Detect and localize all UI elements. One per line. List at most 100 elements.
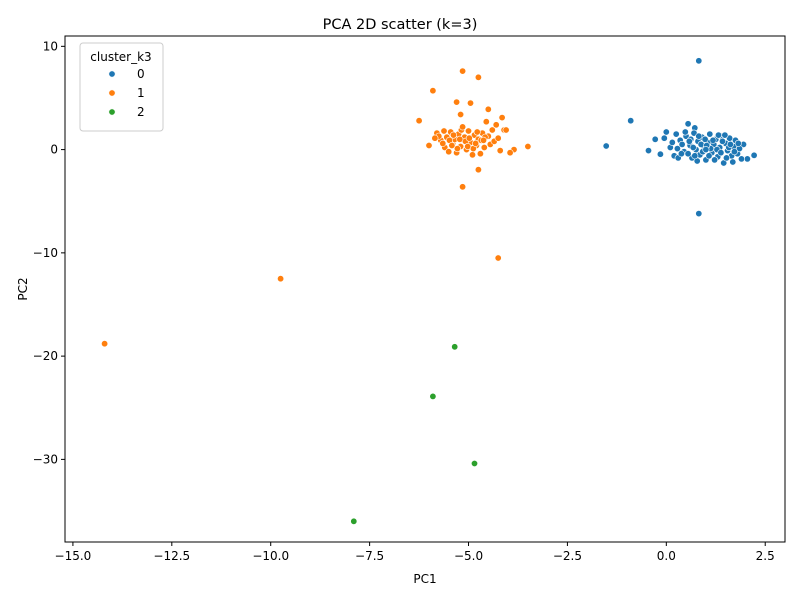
data-point-cluster-1 xyxy=(101,340,109,348)
data-point-cluster-1 xyxy=(459,183,467,191)
data-point-cluster-0 xyxy=(750,151,758,159)
plot-frame xyxy=(64,35,786,543)
x-tick-label: 0.0 xyxy=(657,549,676,563)
data-point-cluster-0 xyxy=(695,210,703,218)
data-point-cluster-1 xyxy=(456,135,464,143)
data-point-cluster-0 xyxy=(726,140,734,148)
data-point-cluster-1 xyxy=(449,131,457,139)
data-point-cluster-1 xyxy=(464,127,472,135)
legend-title: cluster_k3 xyxy=(90,50,151,64)
data-point-cluster-0 xyxy=(656,150,664,158)
data-point-cluster-0 xyxy=(718,137,726,145)
data-point-cluster-0 xyxy=(672,130,680,138)
y-tick-label: −10 xyxy=(33,246,58,260)
legend-marker-0 xyxy=(108,70,116,78)
data-point-cluster-0 xyxy=(602,142,610,150)
data-point-cluster-1 xyxy=(429,87,437,95)
data-point-cluster-0 xyxy=(717,149,725,157)
y-tick-label: 0 xyxy=(50,143,58,157)
data-point-cluster-0 xyxy=(627,117,635,125)
x-axis: −15.0 −12.5 −10.0 −7.5 −5.0 −2.5 0.0 2.5 xyxy=(55,542,775,563)
y-tick-label: −20 xyxy=(33,349,58,363)
data-point-cluster-0 xyxy=(705,152,713,160)
data-point-cluster-0 xyxy=(743,155,751,163)
data-point-cluster-0 xyxy=(709,136,717,144)
x-tick-label: −2.5 xyxy=(553,549,582,563)
data-point-cluster-1 xyxy=(468,151,476,159)
data-point-cluster-0 xyxy=(721,131,729,139)
data-point-cluster-0 xyxy=(684,120,692,128)
y-axis: −30 −20 −10 0 10 xyxy=(33,39,65,466)
data-point-cluster-1 xyxy=(466,99,474,107)
data-point-cluster-1 xyxy=(494,254,502,262)
data-point-cluster-1 xyxy=(472,139,480,147)
data-point-cluster-0 xyxy=(695,132,703,140)
x-axis-label: PC1 xyxy=(413,572,436,586)
data-point-cluster-0 xyxy=(691,152,699,160)
data-point-cluster-1 xyxy=(488,126,496,134)
data-point-cluster-1 xyxy=(492,121,500,129)
data-point-cluster-0 xyxy=(730,148,738,156)
x-tick-label: −12.5 xyxy=(153,549,190,563)
legend-entries: 0 1 2 xyxy=(108,67,145,119)
data-point-cluster-2 xyxy=(470,459,478,467)
data-point-cluster-0 xyxy=(651,135,659,143)
data-point-cluster-1 xyxy=(479,136,487,144)
data-point-cluster-2 xyxy=(451,343,459,351)
data-point-cluster-1 xyxy=(459,123,467,131)
data-point-cluster-1 xyxy=(502,126,510,134)
data-point-cluster-1 xyxy=(277,275,285,283)
data-point-cluster-0 xyxy=(678,140,686,148)
legend-label-0: 0 xyxy=(137,67,145,81)
legend-box xyxy=(79,42,164,132)
x-tick-label: −5.0 xyxy=(454,549,483,563)
legend-marker-1 xyxy=(108,89,116,97)
data-point-cluster-0 xyxy=(701,135,709,143)
data-point-cluster-0 xyxy=(714,131,722,139)
legend-label-1: 1 xyxy=(137,86,145,100)
data-point-cluster-0 xyxy=(685,137,693,145)
data-point-cluster-0 xyxy=(706,130,714,138)
data-point-cluster-0 xyxy=(695,57,703,65)
data-point-cluster-0 xyxy=(722,154,730,162)
data-point-cluster-1 xyxy=(440,127,448,135)
data-point-cluster-1 xyxy=(415,117,423,125)
data-point-cluster-1 xyxy=(496,147,504,155)
data-point-cluster-1 xyxy=(476,150,484,158)
data-point-cluster-1 xyxy=(431,134,439,142)
data-point-cluster-1 xyxy=(524,143,532,151)
data-point-cluster-1 xyxy=(506,149,514,157)
data-point-cluster-0 xyxy=(711,156,719,164)
data-point-cluster-1 xyxy=(425,142,433,150)
data-point-cluster-1 xyxy=(459,67,467,75)
data-point-cluster-1 xyxy=(484,105,492,113)
data-point-cluster-0 xyxy=(702,146,710,154)
data-point-cluster-0 xyxy=(660,134,668,142)
chart-title: PCA 2D scatter (k=3) xyxy=(323,17,478,33)
y-tick-label: 10 xyxy=(43,39,58,53)
data-point-cluster-1 xyxy=(465,134,473,142)
legend-marker-2 xyxy=(108,108,116,116)
data-point-cluster-1 xyxy=(457,111,465,119)
data-point-cluster-0 xyxy=(737,155,745,163)
data-point-cluster-0 xyxy=(662,128,670,136)
data-point-cluster-0 xyxy=(677,150,685,158)
data-point-cluster-1 xyxy=(448,142,456,150)
legend-label-2: 2 xyxy=(137,105,145,119)
points-layer xyxy=(101,57,758,525)
data-point-cluster-1 xyxy=(439,139,447,147)
data-point-cluster-1 xyxy=(453,98,461,106)
data-point-cluster-2 xyxy=(350,517,358,525)
data-point-cluster-1 xyxy=(445,148,453,156)
data-point-cluster-0 xyxy=(734,139,742,147)
data-point-cluster-1 xyxy=(480,144,488,152)
data-point-cluster-0 xyxy=(673,145,681,153)
data-point-cluster-1 xyxy=(494,134,502,142)
x-tick-label: −10.0 xyxy=(252,549,289,563)
x-tick-label: 2.5 xyxy=(756,549,775,563)
data-point-cluster-1 xyxy=(464,143,472,151)
data-point-cluster-2 xyxy=(429,392,437,400)
data-point-cluster-0 xyxy=(644,147,652,155)
y-axis-label: PC2 xyxy=(16,277,30,300)
